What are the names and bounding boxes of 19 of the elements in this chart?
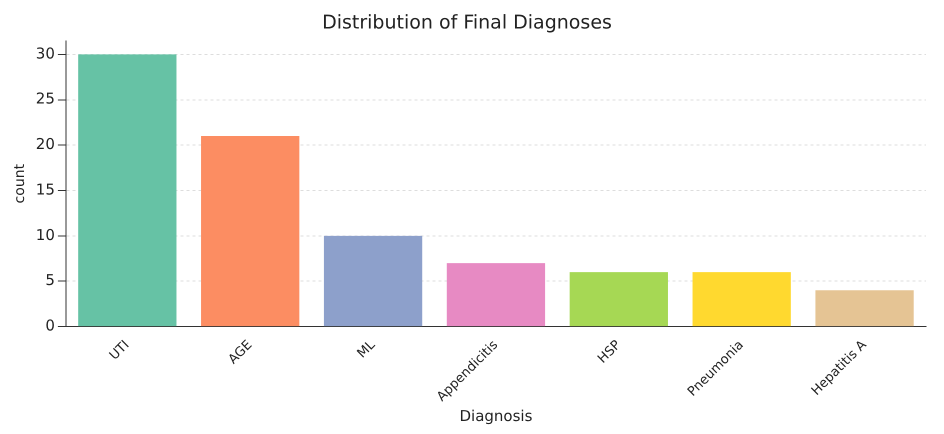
chart-title: Distribution of Final Diagnoses <box>322 11 612 34</box>
y-tick-label: 5 <box>45 271 55 290</box>
bar <box>78 54 176 326</box>
y-tick-label: 0 <box>45 316 55 334</box>
y-tick-label: 25 <box>36 90 55 108</box>
x-tick-label: UTI <box>106 338 133 364</box>
y-tick-label: 20 <box>36 135 55 154</box>
y-tick-label: 10 <box>36 226 55 244</box>
x-tick-label: ML <box>354 337 379 362</box>
y-tick-label: 15 <box>36 180 55 198</box>
bar <box>815 290 914 326</box>
x-axis-title: Diagnosis <box>459 406 533 425</box>
bar <box>692 272 791 326</box>
y-axis-title: count <box>12 163 28 204</box>
y-tick-label: 30 <box>36 44 55 62</box>
bar <box>324 236 422 326</box>
bar <box>570 272 668 326</box>
bar <box>201 136 300 326</box>
bar <box>446 263 546 326</box>
